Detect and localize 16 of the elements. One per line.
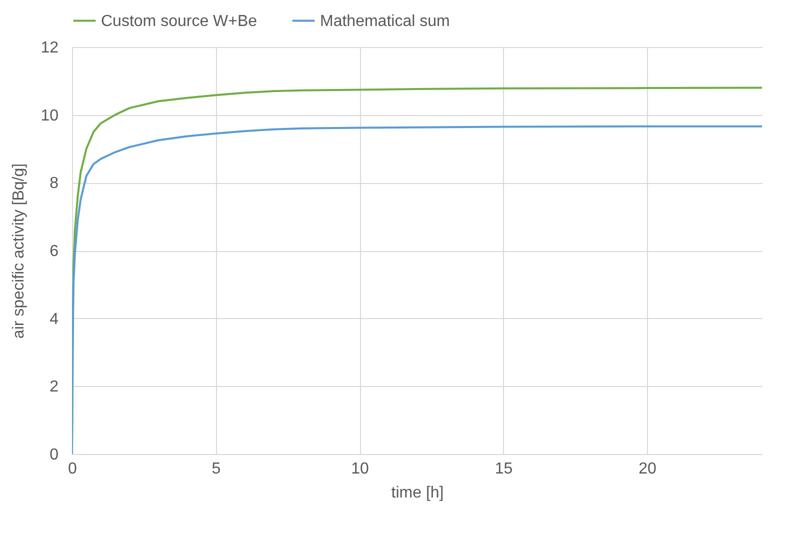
x-axis-title: time [h]	[391, 484, 444, 502]
x-tick-label: 5	[212, 460, 221, 478]
y-tick-label: 2	[50, 378, 59, 396]
legend-label: Mathematical sum	[320, 12, 450, 30]
y-tick-label: 8	[50, 175, 59, 192]
x-tick-label: 20	[638, 460, 656, 478]
y-tick-label: 10	[40, 107, 59, 124]
y-tick-label: 6	[50, 243, 59, 260]
y-tick-label: 12	[40, 40, 59, 56]
y-tick-label: 0	[50, 446, 59, 464]
legend-label: Custom source W+Be	[101, 12, 258, 30]
x-tick-label: 0	[68, 460, 78, 478]
x-tick-label: 10	[351, 460, 369, 478]
x-tick-label: 15	[494, 460, 513, 478]
y-axis-title: air specific activity [Bq/g]	[10, 163, 28, 339]
y-tick-label: 4	[50, 310, 59, 328]
